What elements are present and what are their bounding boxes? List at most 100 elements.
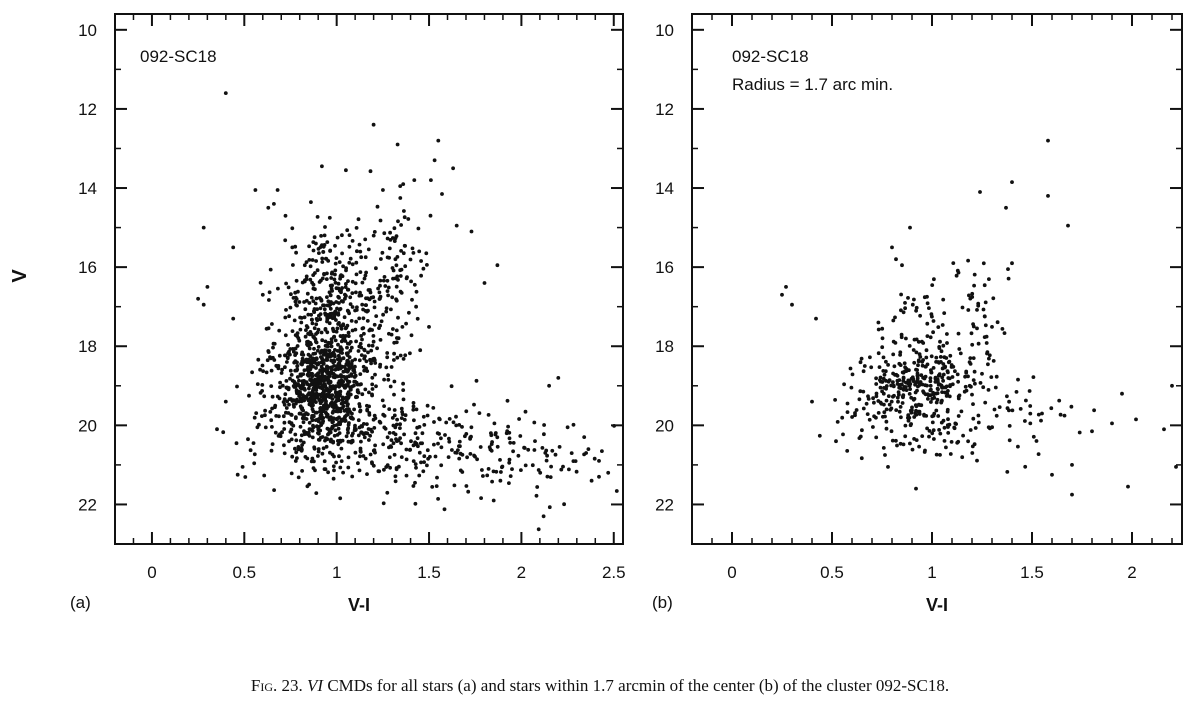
b-data-point bbox=[981, 307, 986, 312]
a-data-point bbox=[325, 386, 329, 391]
a-data-point bbox=[313, 301, 318, 306]
a-data-point bbox=[348, 387, 353, 392]
a-data-point bbox=[296, 389, 301, 394]
a-data-point bbox=[282, 420, 287, 425]
a-data-point bbox=[350, 411, 354, 416]
a-data-point bbox=[311, 248, 316, 253]
a-data-point bbox=[392, 392, 396, 397]
a-data-point bbox=[349, 319, 354, 323]
a-data-point bbox=[381, 312, 385, 317]
a-data-point bbox=[369, 295, 374, 300]
b-data-point bbox=[956, 414, 961, 418]
a-data-point bbox=[336, 362, 341, 366]
a-data-point bbox=[381, 412, 386, 417]
a-data-point bbox=[260, 414, 264, 418]
a-data-point bbox=[340, 233, 344, 238]
b-xtick-label: 1 bbox=[927, 563, 936, 582]
a-data-point bbox=[437, 417, 442, 422]
b-data-point bbox=[981, 385, 986, 390]
b-data-point bbox=[914, 350, 919, 355]
b-data-point bbox=[983, 300, 988, 305]
a-data-point bbox=[336, 439, 340, 443]
a-data-point bbox=[582, 435, 587, 439]
a-data-point bbox=[382, 231, 387, 236]
a-data-point bbox=[314, 296, 319, 301]
a-data-point bbox=[299, 373, 303, 378]
a-data-point bbox=[273, 430, 278, 435]
a-data-point bbox=[284, 308, 288, 312]
a-data-point bbox=[311, 409, 316, 414]
b-data-point bbox=[906, 418, 911, 423]
a-data-point bbox=[372, 299, 377, 304]
a-data-point bbox=[358, 454, 362, 459]
a-data-point bbox=[332, 468, 336, 473]
a-data-point bbox=[292, 404, 296, 409]
a-data-point bbox=[289, 373, 294, 377]
a-data-point bbox=[398, 274, 403, 278]
b-data-point bbox=[935, 397, 940, 402]
a-data-point bbox=[451, 420, 456, 425]
b-data-point bbox=[987, 353, 992, 358]
a-data-point bbox=[323, 225, 327, 229]
a-data-point bbox=[300, 379, 305, 383]
b-data-point bbox=[976, 420, 981, 425]
a-data-point bbox=[329, 439, 333, 444]
b-data-point bbox=[881, 446, 886, 450]
b-data-point bbox=[1046, 138, 1050, 143]
b-data-point bbox=[845, 401, 850, 406]
b-data-point bbox=[810, 399, 814, 404]
a-data-point bbox=[354, 290, 358, 295]
a-data-point bbox=[350, 291, 355, 295]
b-data-point bbox=[924, 348, 929, 353]
a-data-point bbox=[477, 411, 482, 415]
a-data-point bbox=[391, 423, 396, 428]
a-data-point bbox=[362, 435, 367, 440]
a-data-point bbox=[469, 425, 474, 430]
a-data-point bbox=[389, 438, 394, 442]
a-data-point bbox=[495, 263, 500, 268]
a-data-point bbox=[343, 418, 348, 423]
b-data-point bbox=[899, 308, 903, 313]
a-data-point bbox=[357, 358, 362, 363]
a-data-point bbox=[336, 311, 341, 316]
a-data-point bbox=[330, 386, 335, 391]
a-data-point bbox=[385, 289, 390, 293]
b-data-point bbox=[968, 428, 973, 432]
b-data-point bbox=[1057, 398, 1062, 403]
a-data-point bbox=[359, 334, 363, 338]
b-data-point bbox=[971, 402, 975, 406]
b-data-point bbox=[923, 374, 928, 379]
a-data-point bbox=[406, 217, 411, 221]
b-data-point bbox=[915, 368, 919, 372]
b-ytick-label: 14 bbox=[655, 179, 674, 198]
a-data-point bbox=[516, 453, 521, 458]
b-data-point bbox=[878, 375, 883, 380]
a-data-point bbox=[350, 239, 355, 243]
a-data-point bbox=[339, 273, 343, 277]
a-data-point bbox=[335, 349, 340, 353]
b-data-point bbox=[916, 384, 920, 389]
b-data-point bbox=[894, 408, 899, 412]
a-data-point bbox=[354, 226, 359, 230]
a-data-point bbox=[215, 427, 219, 432]
a-data-point bbox=[479, 496, 483, 500]
a-data-point bbox=[398, 353, 403, 358]
a-data-point bbox=[321, 416, 326, 420]
a-data-point bbox=[371, 233, 376, 238]
a-data-point bbox=[289, 437, 294, 442]
a-data-point bbox=[307, 402, 312, 407]
a-data-point bbox=[371, 339, 376, 344]
a-data-point bbox=[337, 307, 342, 312]
a-data-point bbox=[293, 459, 298, 463]
a-xtick-label: 0 bbox=[147, 563, 156, 582]
b-data-point bbox=[849, 385, 854, 390]
b-data-point bbox=[891, 384, 896, 389]
a-data-point bbox=[486, 467, 491, 471]
a-data-point bbox=[333, 338, 338, 343]
a-data-point bbox=[321, 250, 326, 254]
a-data-point bbox=[336, 442, 341, 447]
b-data-point bbox=[938, 355, 943, 359]
a-data-point bbox=[393, 432, 398, 437]
a-data-point bbox=[538, 470, 543, 475]
a-data-point bbox=[457, 456, 462, 461]
